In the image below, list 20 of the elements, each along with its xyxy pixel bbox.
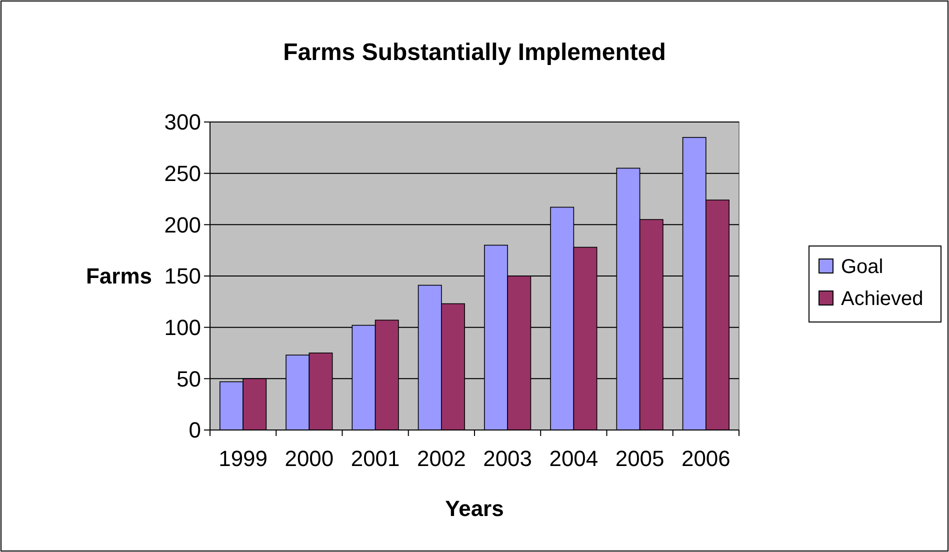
y-tick-label: 50 <box>176 366 201 392</box>
y-axis-title: Farms <box>86 264 152 289</box>
x-tick-label: 2005 <box>615 446 664 471</box>
x-axis-title: Years <box>445 496 504 521</box>
x-tick-label: 2000 <box>284 446 334 471</box>
y-tick-label: 250 <box>164 161 201 186</box>
x-tick-label: 1999 <box>218 446 268 471</box>
legend-label: Goal <box>841 256 884 278</box>
x-tick-label: 2006 <box>681 446 730 471</box>
x-tick-label: 2004 <box>549 446 598 471</box>
x-tick-label: 2002 <box>416 446 466 471</box>
y-tick-label: 300 <box>164 110 201 135</box>
legend-label: Achieved <box>841 288 924 310</box>
y-tick-label: 200 <box>164 212 201 238</box>
chart-title: Farms Substantially Implemented <box>283 39 666 66</box>
x-tick-label: 2001 <box>350 446 400 471</box>
y-tick-label: 0 <box>188 418 201 443</box>
y-tick-label: 100 <box>164 315 201 340</box>
x-tick-label: 2003 <box>483 446 532 471</box>
y-tick-label: 150 <box>164 264 201 289</box>
